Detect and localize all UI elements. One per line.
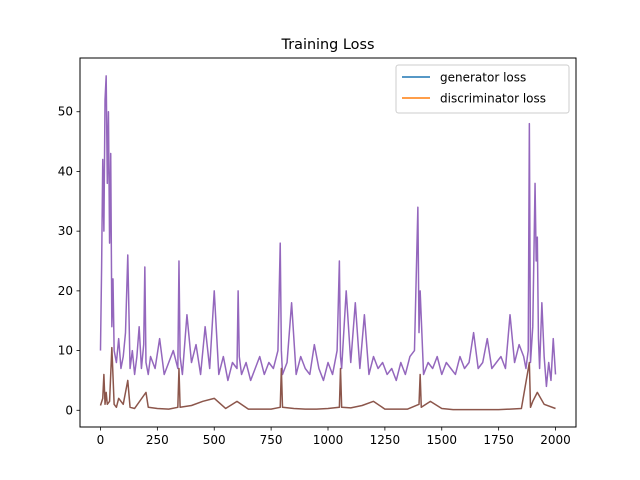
series-line-discriminator (99, 346, 556, 411)
x-tick-label: 750 (260, 433, 283, 447)
x-tick-label: 1750 (483, 433, 514, 447)
y-tick-label: 50 (58, 105, 73, 119)
x-tick-label: 0 (97, 433, 105, 447)
legend: generator loss discriminator loss (395, 64, 570, 114)
y-tick-label: 20 (58, 284, 73, 298)
legend-label-generator: generator loss (440, 71, 526, 85)
x-tick-label: 1000 (313, 433, 344, 447)
x-tick-label: 1500 (426, 433, 457, 447)
legend-box (395, 64, 570, 114)
x-tick-label: 2000 (540, 433, 571, 447)
axes: 0 250 500 750 1000 1250 1500 1750 2000 0 10 20 30 40 5… (58, 57, 577, 447)
x-tick-label: 500 (203, 433, 226, 447)
x-tick-label: 250 (146, 433, 169, 447)
series-line-generator (99, 75, 557, 388)
legend-label-discriminator: discriminator loss (440, 92, 546, 106)
y-tick-label: 40 (58, 164, 73, 178)
y-tick-label: 10 (58, 344, 73, 358)
y-tick-label: 0 (65, 403, 73, 417)
plot-area (99, 75, 557, 411)
x-tick-label: 1250 (370, 433, 401, 447)
chart-title: Training Loss (281, 37, 375, 53)
y-tick-label: 30 (58, 224, 73, 238)
